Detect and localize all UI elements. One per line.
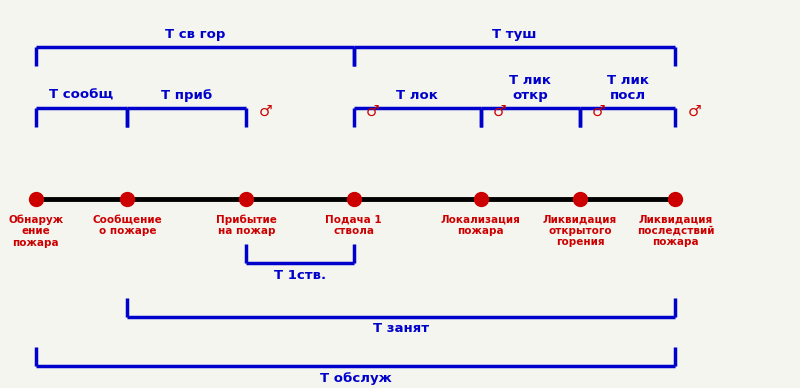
Text: Ликвидация
последствий
пожара: Ликвидация последствий пожара — [637, 214, 714, 247]
Text: Т лик
посл: Т лик посл — [607, 74, 649, 102]
Text: Т обслуж: Т обслуж — [320, 372, 391, 385]
Text: ♂: ♂ — [366, 104, 379, 119]
Text: Сообщение
о пожаре: Сообщение о пожаре — [93, 214, 162, 236]
Text: ♂: ♂ — [687, 104, 701, 119]
Text: ♂: ♂ — [493, 104, 506, 119]
Text: Т св гор: Т св гор — [165, 28, 225, 41]
Text: ♂: ♂ — [258, 104, 272, 119]
Text: Ликвидация
открытого
горения: Ликвидация открытого горения — [543, 214, 618, 247]
Text: Т приб: Т приб — [162, 89, 213, 102]
Text: Прибытие
на пожар: Прибытие на пожар — [216, 214, 277, 236]
Text: ♂: ♂ — [592, 104, 606, 119]
Text: Обнаруж
ение
пожара: Обнаруж ение пожара — [8, 214, 63, 248]
Text: Т лик
откр: Т лик откр — [510, 74, 551, 102]
Text: Т 1ств.: Т 1ств. — [274, 269, 326, 282]
Text: Подача 1
ствола: Подача 1 ствола — [326, 214, 382, 236]
Text: Т туш: Т туш — [492, 28, 537, 41]
Text: Т занят: Т занят — [374, 322, 430, 335]
Text: Т сообщ: Т сообщ — [50, 89, 114, 102]
Text: Т лок: Т лок — [396, 89, 438, 102]
Text: Локализация
пожара: Локализация пожара — [441, 214, 521, 236]
